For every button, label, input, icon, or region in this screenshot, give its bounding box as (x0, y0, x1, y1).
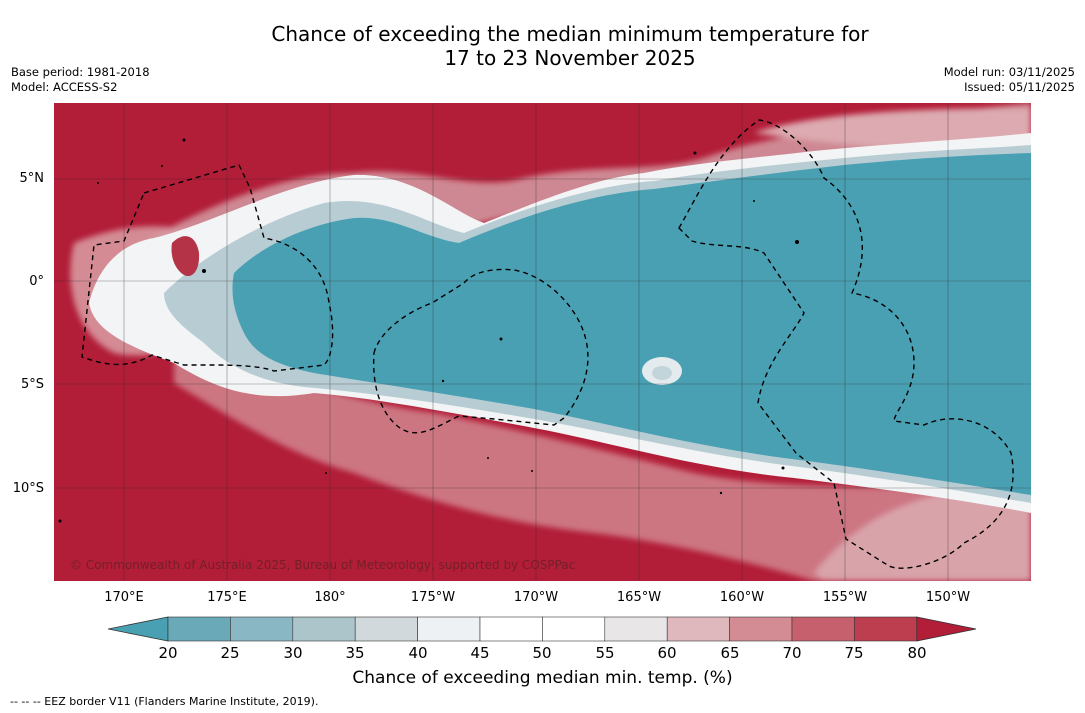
cb-tick-70: 70 (782, 644, 802, 662)
cb-tick-80: 80 (907, 644, 927, 662)
cb-tick-50: 50 (532, 644, 552, 662)
title-line-1: Chance of exceeding the median minimum t… (271, 22, 869, 46)
eez-tokelau (372, 268, 589, 434)
model-run-date: Model run: 03/11/2025 (943, 65, 1075, 79)
eez-legend-note: -- -- -- EEZ border V11 (Flanders Marine… (10, 695, 319, 708)
cb-tick-65: 65 (720, 644, 740, 662)
cb-tick-75: 75 (844, 644, 864, 662)
eez-borders (81, 119, 1014, 569)
meta-right: Model run: 03/11/2025 Issued: 05/11/2025 (944, 65, 1075, 95)
cb-tick-30: 30 (283, 644, 303, 662)
copyright-notice: © Commonwealth of Australia 2025, Bureau… (70, 558, 576, 572)
lon-label-155w: 155°W (822, 590, 868, 605)
lon-label-175w: 175°W (410, 590, 456, 605)
colorbar-high-arrow (916, 616, 977, 642)
lon-label-170w: 170°W (513, 590, 559, 605)
cb-tick-20: 20 (158, 644, 178, 662)
lon-label-165w: 165°W (616, 590, 662, 605)
colorbar-segments (167, 616, 918, 642)
lon-label-170e: 170°E (104, 590, 144, 605)
lon-label-175e: 175°E (207, 590, 247, 605)
eez-kiribati-line (678, 119, 1014, 569)
red-intrusion (171, 236, 200, 277)
pink-area-southeast (814, 489, 1031, 581)
base-period: Base period: 1981-2018 (11, 65, 150, 79)
lon-label-180: 180° (314, 590, 346, 605)
title-line-2: 17 to 23 November 2025 (444, 46, 696, 70)
model-name: Model: ACCESS-S2 (11, 80, 118, 94)
lat-label-0: 0° (29, 274, 44, 289)
colorbar (108, 616, 977, 642)
colorbar-label: Chance of exceeding median min. temp. (%… (352, 668, 733, 688)
cb-tick-45: 45 (470, 644, 490, 662)
cb-tick-60: 60 (657, 644, 677, 662)
colorbar-low-arrow (108, 616, 169, 642)
lat-label-5s: 5°S (20, 377, 44, 392)
cb-tick-25: 25 (220, 644, 240, 662)
islands (58, 138, 799, 523)
cb-tick-35: 35 (345, 644, 365, 662)
pink-band-south (174, 353, 1031, 581)
eez-tuvalu (81, 164, 334, 372)
map-svg (54, 103, 1031, 581)
meta-left: Base period: 1981-2018 Model: ACCESS-S2 (11, 65, 150, 95)
low-chance-area (232, 153, 1031, 495)
issued-date: Issued: 05/11/2025 (964, 80, 1075, 94)
lat-label-5n: 5°N (19, 171, 45, 186)
cb-tick-40: 40 (408, 644, 428, 662)
cb-tick-55: 55 (595, 644, 615, 662)
lon-label-160w: 160°W (719, 590, 765, 605)
lon-label-150w: 150°W (925, 590, 971, 605)
chart-title: Chance of exceeding the median minimum t… (0, 22, 1085, 70)
lat-label-10s: 10°S (12, 481, 44, 496)
probability-map (54, 103, 1031, 581)
neutral-patch-core (652, 366, 672, 380)
